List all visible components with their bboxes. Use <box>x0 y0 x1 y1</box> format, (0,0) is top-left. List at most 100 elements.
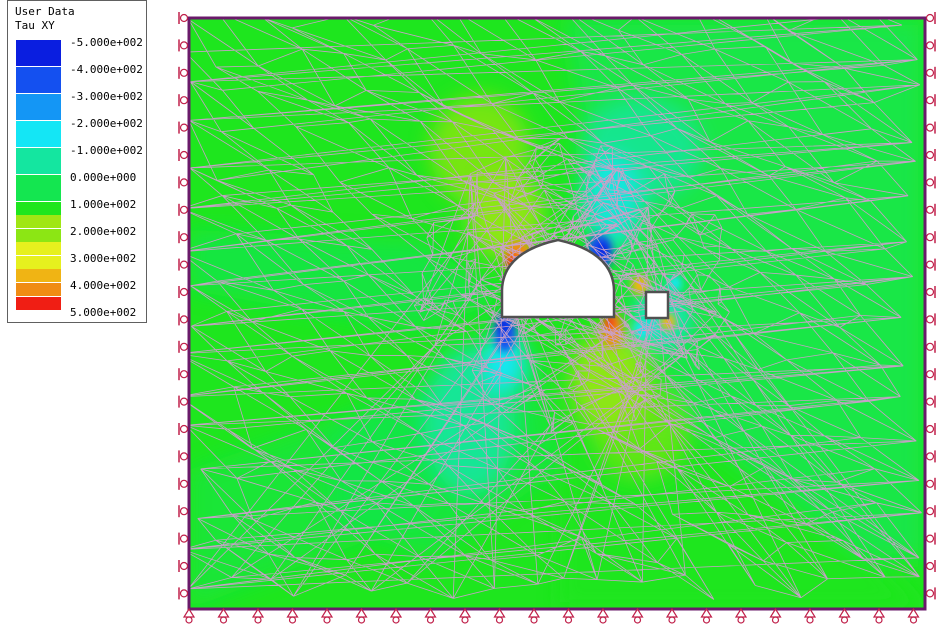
pin-support-bottom <box>286 607 299 624</box>
box-excavation <box>644 290 670 320</box>
roller-support-left <box>178 368 189 381</box>
pin-support-bottom <box>562 607 575 624</box>
roller-support-right <box>925 12 936 24</box>
legend-label: -5.000e+002 <box>70 36 143 49</box>
roller-support-right <box>925 203 936 216</box>
roller-support-right <box>925 587 936 600</box>
pin-support-bottom <box>872 607 886 624</box>
legend-swatch <box>16 256 61 269</box>
roller-support-left <box>178 12 189 24</box>
roller-support-left <box>178 340 189 353</box>
pin-support-bottom <box>458 607 472 624</box>
pin-support-bottom <box>596 607 610 624</box>
roller-support-right <box>925 368 936 381</box>
roller-support-right <box>925 94 936 107</box>
mesh-lines <box>189 18 922 600</box>
roller-support-left <box>178 258 189 271</box>
legend-swatch <box>16 297 61 310</box>
roller-support-right <box>925 231 936 244</box>
model-boundary <box>187 16 927 611</box>
roller-support-left <box>178 66 189 79</box>
roller-support-right <box>925 477 936 490</box>
roller-support-right <box>925 121 936 134</box>
legend-swatch <box>16 188 61 201</box>
pin-support-bottom <box>838 607 851 624</box>
legend-label: 0.000e+000 <box>70 171 137 184</box>
legend-swatch <box>16 283 61 296</box>
bottom-pin-supports <box>182 607 920 624</box>
roller-support-right <box>925 176 936 189</box>
legend-label: -1.000e+002 <box>70 144 143 157</box>
roller-support-left <box>178 176 189 189</box>
contour-field <box>189 18 925 609</box>
roller-support-right <box>925 258 936 271</box>
contour-legend: User Data Tau XY -5.000e+002 -4.000e+002… <box>7 0 147 323</box>
legend-label: 1.000e+002 <box>70 198 137 211</box>
legend-swatch <box>16 202 61 215</box>
roller-support-right <box>925 423 936 435</box>
roller-support-left <box>178 587 189 600</box>
pin-support-bottom <box>665 607 679 624</box>
roller-support-left <box>178 94 189 107</box>
legend-label: 4.000e+002 <box>70 279 137 292</box>
pin-support-bottom <box>251 607 265 624</box>
roller-support-right <box>925 313 936 326</box>
legend-swatch <box>16 175 61 188</box>
roller-support-left <box>178 532 189 545</box>
legend-swatch <box>16 229 61 242</box>
roller-support-left <box>178 231 189 244</box>
roller-support-left <box>178 450 189 463</box>
legend-title-line2: Tau XY <box>15 19 55 32</box>
pin-support-bottom <box>320 607 334 624</box>
pin-support-bottom <box>182 607 196 624</box>
legend-label: 5.000e+002 <box>70 306 137 319</box>
legend-label: -2.000e+002 <box>70 117 143 130</box>
roller-support-left <box>178 203 189 216</box>
roller-support-right <box>925 149 936 161</box>
pin-support-bottom <box>424 607 437 624</box>
roller-support-left <box>178 149 189 161</box>
roller-support-right <box>925 532 936 545</box>
pin-support-bottom <box>217 607 230 624</box>
left-roller-supports <box>178 12 189 600</box>
roller-support-right <box>925 286 936 298</box>
legend-swatch <box>16 148 61 161</box>
legend-swatch <box>16 67 61 80</box>
legend-title-line1: User Data <box>15 5 75 18</box>
roller-support-right <box>925 560 936 572</box>
legend-label: 3.000e+002 <box>70 252 137 265</box>
pin-support-bottom <box>631 607 644 624</box>
legend-swatch <box>16 107 61 120</box>
roller-support-left <box>178 505 189 518</box>
legend-swatch <box>16 215 61 228</box>
legend-swatch <box>16 161 61 174</box>
pin-support-bottom <box>527 607 541 624</box>
pin-support-bottom <box>700 607 713 624</box>
roller-support-left <box>178 477 189 490</box>
pin-support-bottom <box>803 607 817 624</box>
pin-support-bottom <box>734 607 748 624</box>
roller-support-right <box>925 450 936 463</box>
roller-support-left <box>178 39 189 52</box>
roller-support-right <box>925 66 936 79</box>
mesh-path <box>189 18 922 600</box>
legend-label: -4.000e+002 <box>70 63 143 76</box>
tunnel-excavation <box>500 238 616 319</box>
right-roller-supports <box>925 12 936 600</box>
roller-support-left <box>178 121 189 134</box>
roller-support-right <box>925 39 936 52</box>
legend-swatch <box>16 242 61 255</box>
pin-support-bottom <box>355 607 368 624</box>
pin-support-bottom <box>907 607 920 624</box>
legend-swatch <box>16 94 61 107</box>
pin-support-bottom <box>493 607 506 624</box>
legend-swatch <box>16 121 61 134</box>
legend-label: 2.000e+002 <box>70 225 137 238</box>
roller-support-left <box>178 560 189 572</box>
roller-support-right <box>925 340 936 353</box>
roller-support-right <box>925 395 936 408</box>
roller-support-left <box>178 395 189 408</box>
roller-support-left <box>178 286 189 298</box>
legend-label: -3.000e+002 <box>70 90 143 103</box>
roller-support-left <box>178 423 189 435</box>
